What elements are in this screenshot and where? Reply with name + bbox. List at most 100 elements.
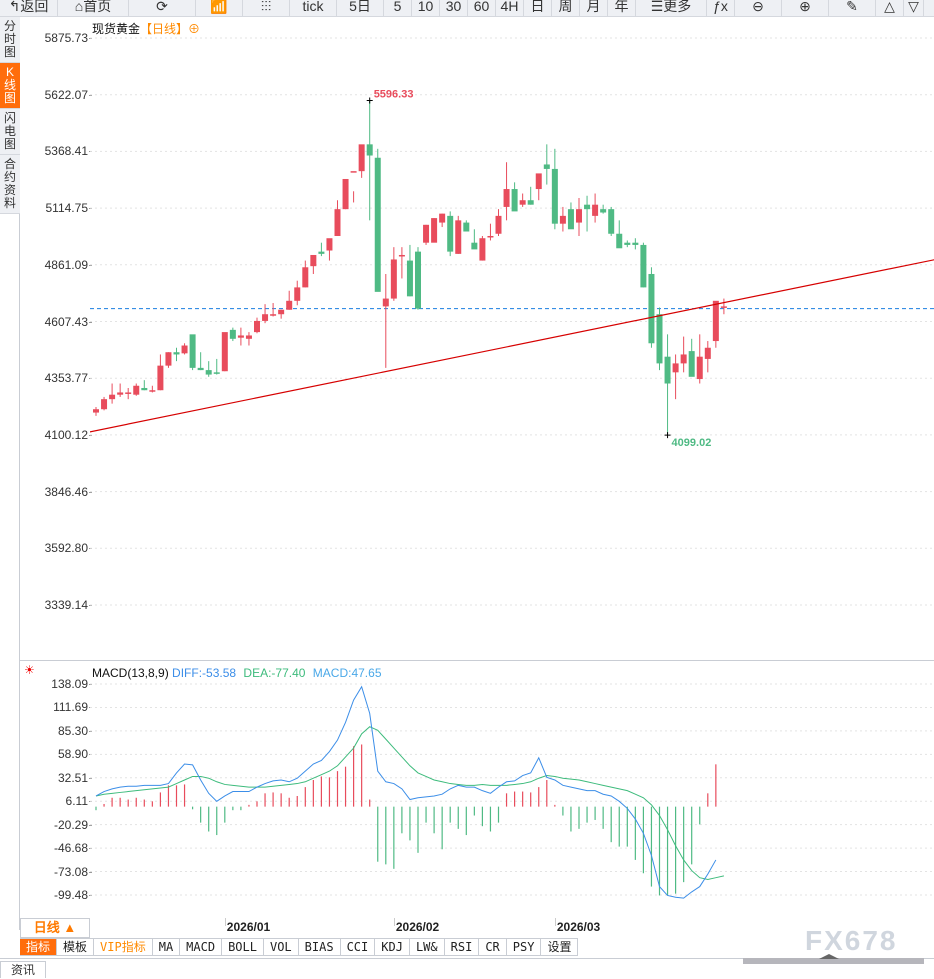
toolbar: ↰返回 ⌂首页 ⟳ 📶 ⫶⫶⫶ tick 5日 5 10 30 60 4H 日周月年 ☰更多 ƒx ⊖ ⊕ ✎ △ ▽	[0, 0, 934, 17]
indicator-boll[interactable]: BOLL	[222, 939, 264, 955]
candlestick-chart[interactable]: 5596.33 4099.02	[90, 18, 934, 660]
candle	[447, 211, 454, 257]
dea-line	[95, 726, 725, 880]
candle	[125, 387, 132, 400]
candle	[109, 383, 116, 404]
candle	[173, 347, 180, 362]
period-day[interactable]: 日	[524, 0, 552, 17]
indicator-模板[interactable]: 模板	[57, 939, 95, 955]
indicator-vol[interactable]: VOL	[264, 939, 299, 955]
period-5day[interactable]: 5日	[337, 0, 384, 17]
candle	[720, 298, 727, 315]
candle	[640, 242, 647, 288]
up-button[interactable]: △	[876, 0, 904, 17]
candle	[342, 178, 349, 210]
candle	[398, 247, 405, 279]
candle	[382, 273, 389, 368]
down-button-label: ▽	[908, 0, 919, 14]
period-selector[interactable]: 日线 ▲	[20, 918, 90, 938]
candle	[495, 209, 502, 236]
candle	[189, 334, 196, 371]
chart-style-button[interactable]: 📶	[196, 0, 243, 17]
candle	[664, 334, 671, 436]
indicator-psy[interactable]: PSY	[507, 939, 542, 955]
candle-style-button[interactable]: ⫶⫶⫶	[243, 0, 290, 17]
indicator-bias[interactable]: BIAS	[299, 939, 341, 955]
candle	[374, 148, 381, 292]
horizontal-scrollbar[interactable]	[743, 954, 924, 964]
refresh-button[interactable]: ⟳	[129, 0, 196, 17]
candle	[688, 338, 695, 377]
high-annotation: 5596.33	[374, 89, 414, 101]
period-year[interactable]: 年	[608, 0, 636, 17]
candle	[294, 280, 301, 306]
candle	[592, 193, 599, 223]
candle	[237, 327, 244, 346]
candle	[133, 383, 140, 396]
candle	[423, 224, 430, 245]
back-button-label: ↰返回	[8, 0, 49, 14]
indicator-指标[interactable]: 指标	[20, 939, 58, 955]
zoom-out-button[interactable]: ⊖	[735, 0, 782, 17]
macd-settings-icon[interactable]: ☀	[24, 663, 35, 677]
indicator-lw&[interactable]: LW&	[410, 939, 445, 955]
more-button-label: ☰更多	[650, 0, 692, 14]
zoom-in-button-label: ⊕	[799, 0, 811, 14]
indicator-cci[interactable]: CCI	[341, 939, 376, 955]
period-month[interactable]: 月	[580, 0, 608, 17]
divider	[0, 958, 934, 959]
period-10[interactable]: 10	[412, 0, 440, 17]
draw-button[interactable]: ✎	[829, 0, 876, 17]
period-30[interactable]: 30	[440, 0, 468, 17]
candle	[431, 218, 438, 243]
candle	[197, 352, 204, 371]
candle	[600, 204, 607, 214]
sidebar-item-0[interactable]: 分时图	[0, 17, 20, 63]
candle	[262, 304, 269, 324]
indicator-kdj[interactable]: KDJ	[375, 939, 410, 955]
candle	[471, 229, 478, 250]
period-60[interactable]: 60	[468, 0, 496, 17]
indicator-cr[interactable]: CR	[479, 939, 507, 955]
period-5day-label: 5日	[349, 0, 371, 14]
candle	[519, 193, 526, 207]
indicator-macd[interactable]: MACD	[180, 939, 223, 955]
indicator-ma[interactable]: MA	[153, 939, 181, 955]
indicator-rsi[interactable]: RSI	[445, 939, 480, 955]
period-tick-label: tick	[302, 0, 324, 14]
candle	[567, 202, 574, 230]
down-button[interactable]: ▽	[904, 0, 924, 17]
period-tick[interactable]: tick	[290, 0, 337, 17]
period-5-label: 5	[393, 0, 402, 14]
candle	[624, 240, 631, 248]
sidebar-item-2[interactable]: 闪电图	[0, 109, 20, 155]
indicator-设置[interactable]: 设置	[541, 939, 579, 955]
candle	[543, 144, 550, 185]
back-button[interactable]: ↰返回	[0, 0, 58, 17]
sidebar-item-3[interactable]: 合约资料	[0, 155, 20, 214]
more-button[interactable]: ☰更多	[636, 0, 707, 17]
price-tick: 5114.75	[45, 201, 92, 216]
candle	[334, 200, 341, 236]
formula-button[interactable]: ƒx	[707, 0, 735, 17]
settings-icon[interactable]: ⊕	[188, 22, 201, 36]
candle	[632, 238, 639, 250]
macd-tick: -46.68	[53, 841, 93, 856]
home-button[interactable]: ⌂首页	[58, 0, 129, 17]
candle	[101, 396, 108, 411]
macd-chart[interactable]	[90, 660, 934, 918]
period-week[interactable]: 周	[552, 0, 580, 17]
indicator-vip指标[interactable]: VIP指标	[94, 939, 153, 955]
candle	[712, 300, 719, 348]
zoom-in-button[interactable]: ⊕	[782, 0, 829, 17]
macd-tick: -99.48	[53, 888, 93, 902]
up-button-label: △	[884, 0, 895, 14]
period-30-label: 30	[445, 0, 462, 14]
candle	[141, 380, 148, 391]
period-4h[interactable]: 4H	[496, 0, 524, 17]
period-5[interactable]: 5	[384, 0, 412, 17]
tab-news[interactable]: 资讯	[0, 961, 46, 978]
macd-axis: 138.09 111.69 85.30 58.90 32.51 6.11 -20.29 -46…	[20, 0, 93, 920]
candle	[463, 220, 470, 232]
